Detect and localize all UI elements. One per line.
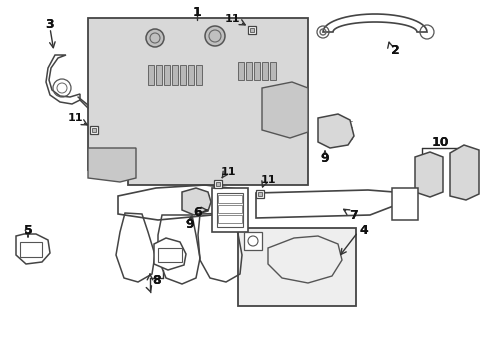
Circle shape: [204, 26, 224, 46]
Bar: [218, 215, 242, 223]
Text: 4: 4: [359, 224, 367, 237]
Circle shape: [146, 29, 163, 47]
Text: 8: 8: [152, 274, 161, 287]
Bar: [238, 62, 244, 80]
Text: 9: 9: [185, 217, 194, 230]
Text: 10: 10: [430, 135, 448, 149]
Text: 8: 8: [152, 274, 161, 287]
Bar: [269, 62, 275, 80]
Text: 7: 7: [349, 208, 358, 221]
Text: 9: 9: [320, 152, 328, 165]
Bar: [196, 65, 202, 85]
Text: 4: 4: [359, 224, 367, 237]
Bar: [163, 65, 170, 85]
Bar: [218, 205, 242, 213]
Polygon shape: [317, 114, 353, 148]
Polygon shape: [88, 148, 136, 182]
Text: 3: 3: [45, 18, 54, 31]
Bar: [216, 182, 220, 186]
Bar: [256, 190, 264, 198]
Bar: [20, 242, 42, 257]
Bar: [187, 65, 194, 85]
Text: 9: 9: [185, 217, 194, 230]
Text: 1: 1: [192, 5, 201, 18]
Bar: [90, 126, 98, 134]
Text: 5: 5: [23, 224, 32, 237]
Text: 2: 2: [390, 44, 399, 57]
Polygon shape: [414, 152, 442, 197]
Bar: [249, 28, 253, 32]
Bar: [158, 248, 182, 262]
Polygon shape: [154, 238, 185, 270]
Bar: [92, 128, 96, 132]
Bar: [180, 65, 185, 85]
Text: 7: 7: [349, 208, 358, 221]
Bar: [214, 180, 222, 188]
Bar: [245, 62, 251, 80]
Text: 1: 1: [192, 5, 201, 18]
Bar: [253, 62, 260, 80]
Bar: [391, 188, 417, 220]
Text: 2: 2: [390, 44, 399, 57]
Text: 6: 6: [193, 206, 202, 219]
Bar: [212, 188, 247, 232]
Text: 11: 11: [67, 113, 82, 123]
Polygon shape: [88, 18, 307, 185]
Polygon shape: [449, 145, 478, 200]
Text: 10: 10: [430, 135, 448, 149]
Bar: [218, 195, 242, 203]
Polygon shape: [182, 188, 210, 215]
Bar: [172, 65, 178, 85]
Text: 5: 5: [23, 224, 32, 237]
Bar: [262, 62, 267, 80]
Text: 11: 11: [220, 167, 235, 177]
Bar: [244, 232, 262, 250]
Bar: [148, 65, 154, 85]
Bar: [217, 193, 243, 227]
Bar: [258, 192, 262, 196]
Text: 3: 3: [45, 18, 54, 31]
Text: 9: 9: [320, 152, 328, 165]
Text: 11: 11: [260, 175, 275, 185]
Bar: [247, 26, 256, 34]
Text: 11: 11: [224, 14, 239, 24]
Bar: [156, 65, 162, 85]
Polygon shape: [262, 82, 307, 138]
Bar: [238, 228, 355, 306]
Text: 6: 6: [193, 206, 202, 219]
